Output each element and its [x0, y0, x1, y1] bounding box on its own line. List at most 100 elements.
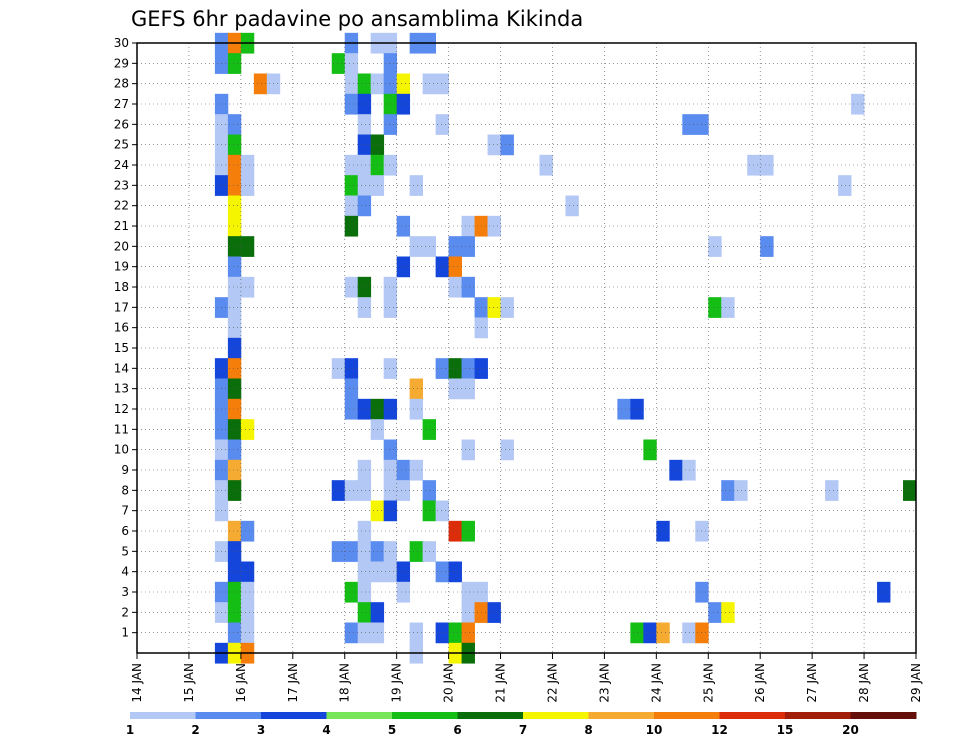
legend-label: 15 [777, 723, 794, 737]
heatmap-cell [227, 215, 242, 237]
heatmap-cell [435, 358, 449, 379]
heatmap-cell [344, 398, 359, 420]
y-tick-label: 9 [121, 463, 129, 477]
y-tick-label: 18 [114, 280, 129, 294]
heatmap-cell [383, 459, 398, 481]
heatmap-cell [240, 581, 255, 603]
legend-swatch [392, 712, 458, 719]
heatmap-cell [383, 541, 398, 562]
y-tick-label: 26 [114, 117, 129, 131]
heatmap-cell [461, 236, 475, 257]
heatmap-cell [435, 73, 449, 95]
y-tick-label: 1 [121, 626, 129, 640]
heatmap-cell [357, 520, 372, 542]
heatmap-cell [721, 480, 735, 501]
heatmap-cell [383, 439, 398, 461]
heatmap-cell [227, 154, 242, 176]
heatmap-cell [760, 236, 774, 257]
heatmap-cell [240, 236, 255, 257]
heatmap-cell [448, 358, 462, 379]
y-tick-label: 27 [114, 97, 129, 111]
heatmap-cell [409, 398, 424, 420]
heatmap-cell [409, 236, 424, 257]
x-tick-label: 28 JAN [857, 663, 871, 703]
heatmap-cell [448, 236, 462, 257]
heatmap-cell [357, 114, 372, 135]
heatmap-cell [409, 541, 424, 562]
heatmap-cell [357, 154, 372, 176]
heatmap-cell [227, 541, 242, 562]
heatmap-cell [357, 541, 372, 562]
heatmap-cell [461, 276, 475, 298]
heatmap-cell [708, 297, 722, 318]
heatmap-cell [448, 378, 462, 400]
heatmap-cell [344, 480, 359, 501]
heatmap-cell [435, 622, 449, 644]
y-tick-label: 30 [114, 36, 129, 50]
heatmap-cell [227, 439, 242, 461]
heatmap-cell [240, 175, 255, 196]
y-tick-label: 24 [114, 158, 129, 172]
heatmap-cell [383, 154, 398, 176]
legend-swatch [785, 712, 851, 719]
heatmap-cell [409, 378, 424, 400]
heatmap-cell [227, 378, 242, 400]
heatmap-cell [448, 256, 462, 278]
heatmap-cell [253, 73, 268, 95]
heatmap-cell [539, 154, 553, 176]
heatmap-cell [227, 581, 242, 603]
heatmap-cell [227, 256, 242, 278]
heatmap-cell [435, 114, 449, 135]
y-tick-label: 16 [114, 321, 129, 335]
heatmap-cell [227, 398, 242, 420]
legend-label: 2 [191, 723, 199, 737]
heatmap-cell [227, 317, 242, 339]
heatmap-cell [461, 378, 475, 400]
heatmap-cell [435, 500, 449, 522]
heatmap-cell [331, 480, 346, 501]
heatmap-cell [708, 602, 722, 623]
y-tick-label: 19 [114, 260, 129, 274]
heatmap-cell [487, 215, 501, 237]
heatmap-cell [344, 175, 359, 196]
legend-label: 8 [584, 723, 592, 737]
heatmap-cell [240, 622, 255, 644]
heatmap-cell [383, 114, 398, 135]
x-tick-label: 21 JAN [494, 663, 508, 703]
grid-lines [137, 42, 916, 653]
x-tick-label: 27 JAN [805, 663, 819, 703]
heatmap-cell [331, 541, 346, 562]
heatmap-cell [383, 53, 398, 74]
y-axis: 1234567891011121314151617181920212223242… [114, 36, 137, 640]
heatmap-cell [227, 520, 242, 542]
heatmap-cell [344, 276, 359, 298]
heatmap-cell [227, 459, 242, 481]
heatmap-cell [357, 581, 372, 603]
heatmap-cell [643, 439, 657, 461]
heatmap-cell [344, 154, 359, 176]
x-axis: 14 JAN 15 JAN 16 JAN 17 JAN 18 JAN 19 JAN 20 J… [130, 653, 923, 703]
heatmap-cell [448, 561, 462, 583]
heatmap-cell [383, 358, 398, 379]
heatmap-cell [396, 73, 411, 95]
heatmap-cell [487, 134, 501, 156]
heatmap-cell [344, 93, 359, 115]
y-tick-label: 20 [114, 239, 129, 253]
y-tick-label: 5 [121, 544, 129, 558]
legend-label: 12 [711, 723, 728, 737]
heatmap-cell [227, 297, 242, 318]
y-tick-label: 15 [114, 341, 129, 355]
color-legend: 1 2 3 4 5 6 7 8 10 12 15 20 [126, 712, 917, 737]
heatmap-cell [227, 622, 242, 644]
legend-swatch [195, 712, 262, 719]
heatmap-cell [383, 73, 398, 95]
legend-swatch [719, 712, 786, 719]
heatmap-cell [721, 602, 735, 623]
heatmap-cell [357, 134, 372, 156]
heatmap-cell [617, 398, 631, 420]
heatmap-cell [344, 378, 359, 400]
x-tick-label: 29 JAN [909, 663, 923, 703]
heatmap-cell [357, 480, 372, 501]
heatmap-cell [838, 175, 852, 196]
heatmap-cell [656, 622, 670, 644]
